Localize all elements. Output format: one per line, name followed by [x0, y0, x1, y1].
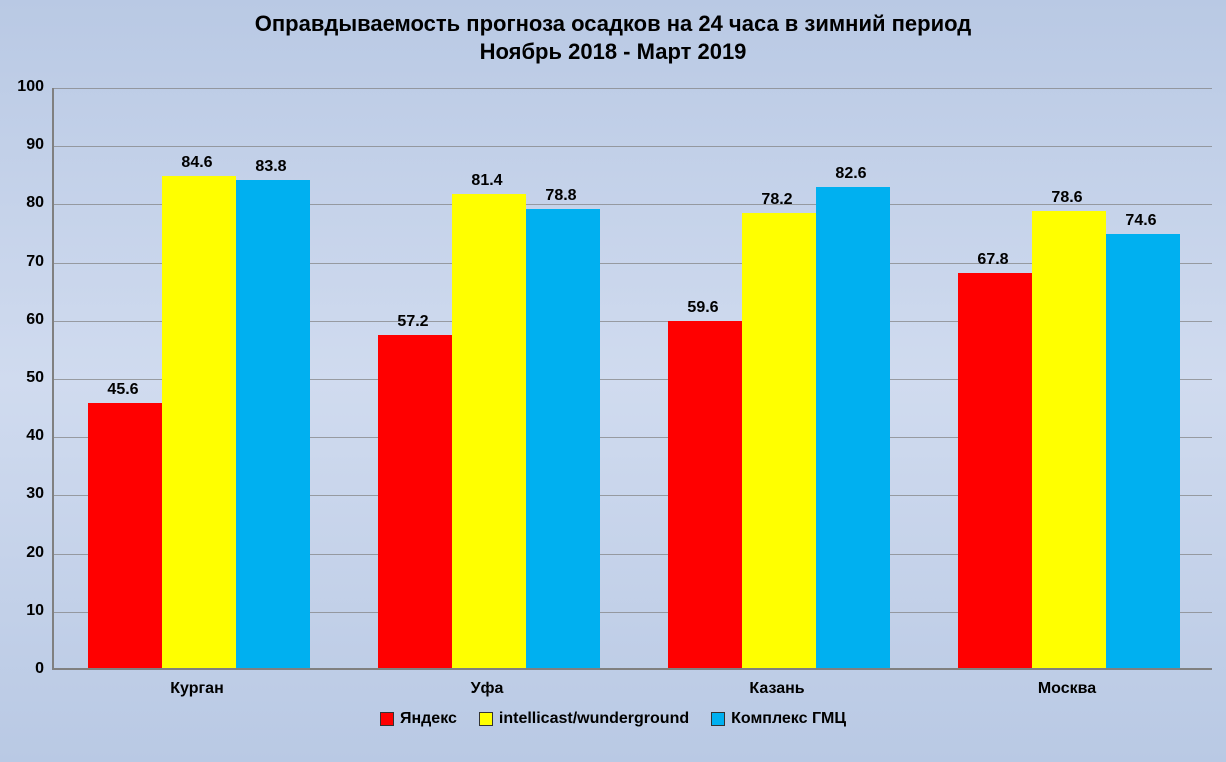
bar: [378, 335, 452, 668]
bar: [236, 180, 310, 668]
gridline: [54, 88, 1212, 89]
y-tick-label: 20: [0, 544, 44, 562]
bar: [958, 273, 1032, 668]
y-tick-label: 50: [0, 369, 44, 387]
bar-value-label: 67.8: [977, 251, 1008, 269]
legend: Яндекс intellicast/wunderground Комплекс Г…: [0, 710, 1226, 728]
legend-label: Комплекс ГМЦ: [731, 710, 846, 728]
plot-area: [52, 88, 1212, 670]
bar: [452, 194, 526, 668]
bar: [668, 321, 742, 668]
y-tick-label: 30: [0, 485, 44, 503]
bar-value-label: 83.8: [255, 158, 286, 176]
bar-value-label: 59.6: [687, 299, 718, 317]
y-tick-label: 60: [0, 311, 44, 329]
category-label: Курган: [170, 680, 223, 698]
category-label: Уфа: [471, 680, 504, 698]
chart-container: Оправдываемость прогноза осадков на 24 ч…: [0, 0, 1226, 762]
bar: [816, 187, 890, 668]
legend-label: intellicast/wunderground: [499, 710, 689, 728]
legend-item: intellicast/wunderground: [479, 710, 689, 728]
bar-value-label: 78.6: [1051, 189, 1082, 207]
bar-value-label: 45.6: [107, 381, 138, 399]
y-tick-label: 10: [0, 602, 44, 620]
y-tick-label: 100: [0, 78, 44, 96]
bar: [88, 403, 162, 668]
y-tick-label: 0: [0, 660, 44, 678]
bar-value-label: 78.2: [761, 191, 792, 209]
chart-title-line2: Ноябрь 2018 - Март 2019: [0, 38, 1226, 66]
y-tick-label: 40: [0, 427, 44, 445]
bar-value-label: 57.2: [397, 313, 428, 331]
legend-swatch: [479, 712, 493, 726]
y-tick-label: 80: [0, 194, 44, 212]
chart-title: Оправдываемость прогноза осадков на 24 ч…: [0, 10, 1226, 65]
bar-value-label: 84.6: [181, 154, 212, 172]
category-label: Казань: [749, 680, 804, 698]
bar: [742, 213, 816, 668]
legend-swatch: [380, 712, 394, 726]
bar-value-label: 81.4: [471, 172, 502, 190]
bar-value-label: 78.8: [545, 187, 576, 205]
legend-item: Яндекс: [380, 710, 457, 728]
y-tick-label: 70: [0, 253, 44, 271]
category-label: Москва: [1038, 680, 1096, 698]
y-tick-label: 90: [0, 136, 44, 154]
legend-label: Яндекс: [400, 710, 457, 728]
legend-swatch: [711, 712, 725, 726]
bar: [1106, 234, 1180, 668]
bar: [526, 209, 600, 668]
bar-value-label: 82.6: [835, 165, 866, 183]
legend-item: Комплекс ГМЦ: [711, 710, 846, 728]
chart-title-line1: Оправдываемость прогноза осадков на 24 ч…: [0, 10, 1226, 38]
gridline: [54, 146, 1212, 147]
bar: [1032, 211, 1106, 668]
bar-value-label: 74.6: [1125, 212, 1156, 230]
bar: [162, 176, 236, 668]
